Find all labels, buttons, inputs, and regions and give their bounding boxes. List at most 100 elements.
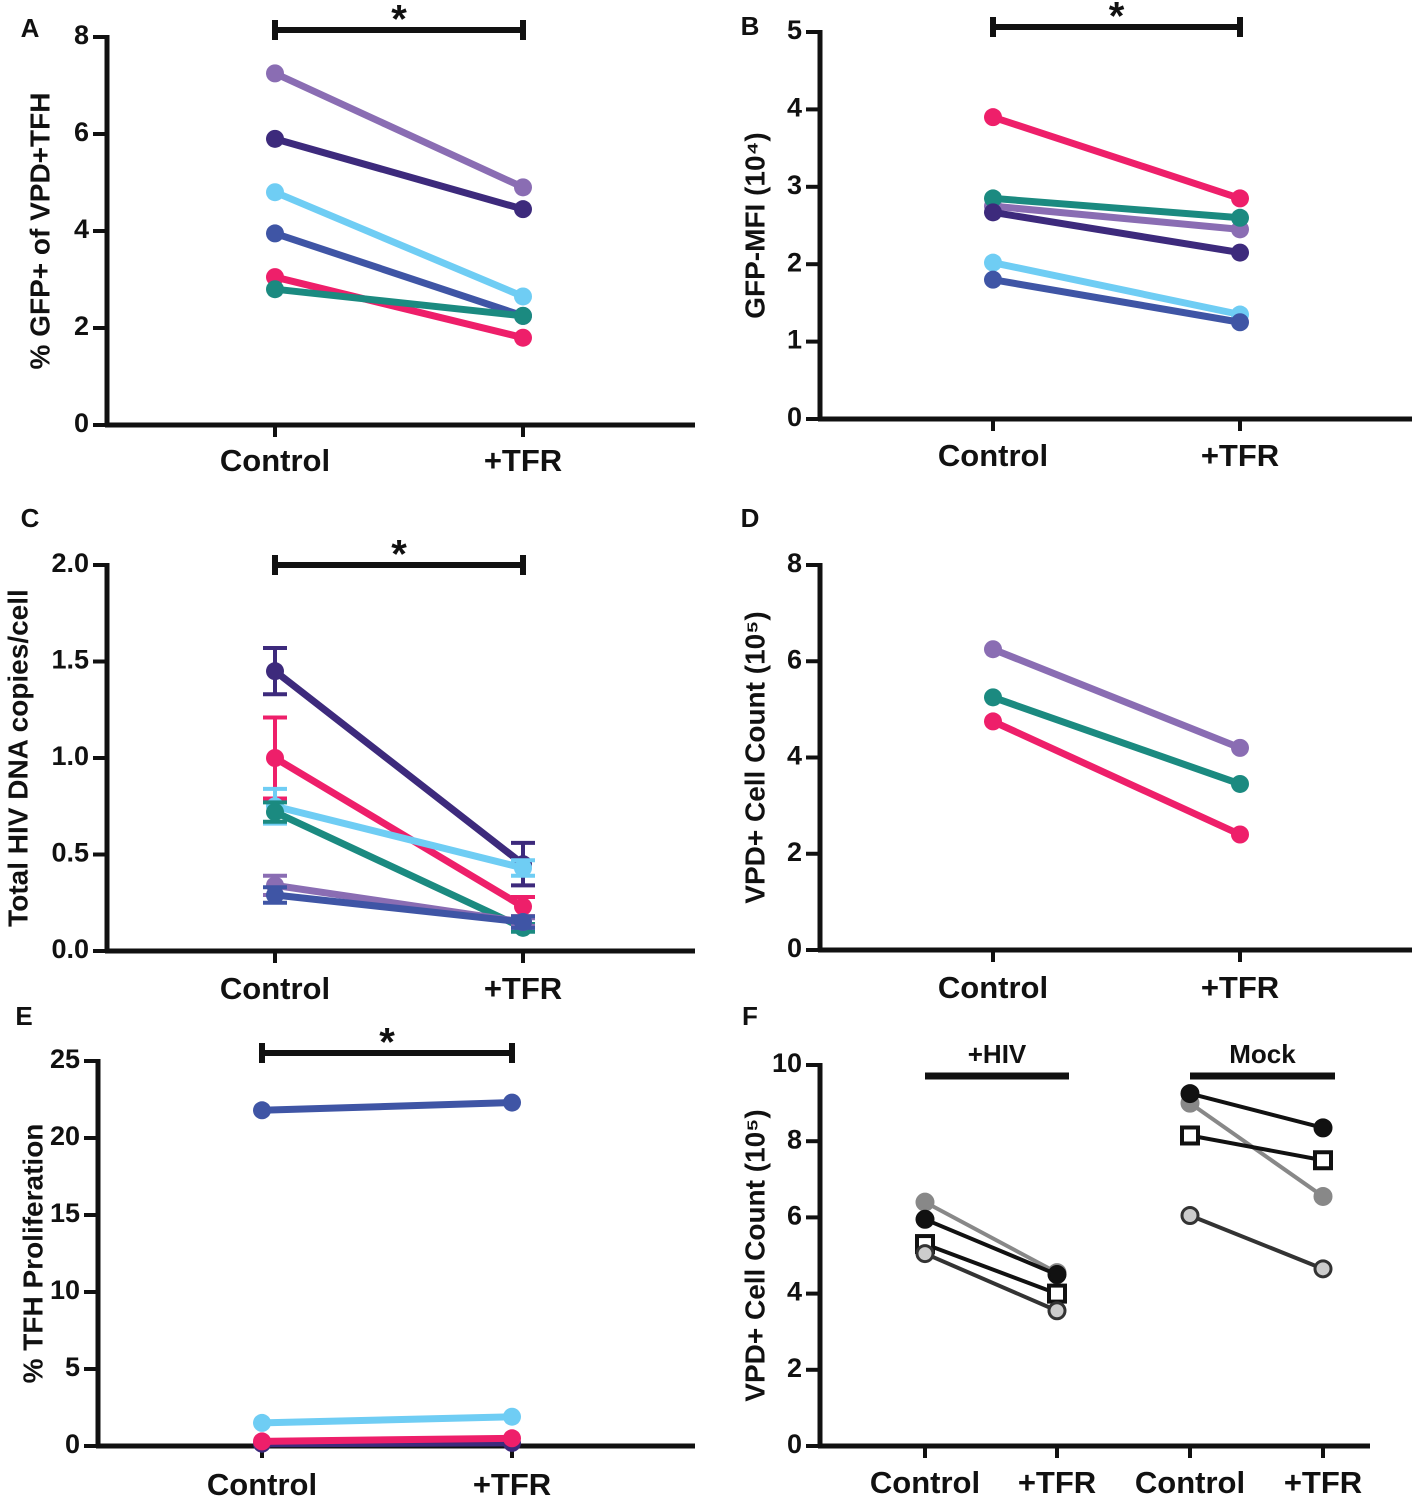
series-line — [1188, 1213, 1325, 1271]
marker — [514, 859, 532, 878]
panel-letter: E — [15, 1001, 32, 1031]
y-tick-label: 6 — [787, 644, 802, 674]
significance-star: * — [1109, 0, 1125, 39]
series-line — [989, 276, 1244, 326]
series-line — [271, 667, 527, 868]
x-tick-label: Control — [1135, 1465, 1245, 1499]
significance-bar — [272, 555, 526, 575]
significance-star: * — [379, 1021, 395, 1065]
x-tick-label: +TFR — [1284, 1465, 1362, 1499]
series-line — [923, 1217, 1059, 1277]
y-tick-label: 5 — [65, 1352, 80, 1382]
marker — [514, 287, 532, 306]
y-tick-label: 5 — [787, 15, 802, 45]
marker — [1231, 189, 1249, 208]
y-tick-label: 0 — [65, 1429, 80, 1459]
y-tick-label: 1 — [787, 325, 802, 355]
y-tick-label: 0.0 — [51, 934, 89, 964]
marker — [915, 1209, 935, 1229]
series-line — [923, 1242, 1059, 1296]
y-tick-label: 0 — [74, 408, 89, 438]
series-line — [271, 808, 527, 932]
series-line — [258, 1434, 516, 1445]
y-tick-label: 2.0 — [51, 548, 89, 578]
series-line — [258, 1413, 516, 1427]
marker — [514, 913, 532, 932]
marker — [915, 1192, 935, 1212]
y-tick-label: 2 — [787, 1353, 802, 1383]
series-line — [989, 645, 1244, 752]
x-tick-label: +TFR — [1201, 970, 1279, 1005]
y-tick-label: 8 — [74, 20, 89, 50]
marker — [1313, 1186, 1333, 1206]
marker — [503, 1407, 521, 1426]
marker — [266, 803, 284, 822]
marker — [514, 328, 532, 347]
marker — [503, 1093, 521, 1112]
marker — [1231, 313, 1249, 332]
marker — [1047, 1265, 1067, 1285]
y-tick-label: 20 — [50, 1121, 80, 1151]
y-axis-label: % TFH Proliferation — [17, 1124, 48, 1384]
x-tick-label: Control — [207, 1467, 317, 1499]
panel-letter: F — [742, 1001, 758, 1031]
x-tick-label: Control — [220, 443, 330, 478]
panel-letter: D — [741, 503, 760, 533]
y-tick-label: 6 — [787, 1201, 802, 1231]
x-tick-label: +TFR — [1018, 1465, 1096, 1499]
marker — [1231, 825, 1249, 844]
x-tick-label: Control — [938, 438, 1048, 473]
y-tick-label: 2 — [787, 837, 802, 867]
marker — [253, 1413, 271, 1432]
marker — [984, 108, 1002, 127]
x-tick-label: Control — [220, 971, 330, 1006]
y-tick-label: 2 — [74, 311, 89, 341]
marker — [514, 200, 532, 219]
marker — [1313, 1259, 1333, 1279]
series-line — [989, 208, 1244, 257]
marker — [984, 203, 1002, 222]
marker — [266, 64, 284, 83]
marker — [266, 183, 284, 202]
y-tick-label: 1.0 — [51, 741, 89, 771]
y-tick-label: 8 — [787, 548, 802, 578]
significance-bar — [259, 1043, 515, 1063]
y-tick-label: 15 — [50, 1198, 80, 1228]
marker — [984, 189, 1002, 208]
significance-star: * — [391, 533, 407, 577]
significance-star: * — [391, 0, 407, 42]
marker — [266, 129, 284, 148]
series-line — [989, 194, 1244, 222]
marker — [984, 712, 1002, 731]
y-tick-label: 0 — [787, 933, 802, 963]
marker — [266, 886, 284, 905]
significance-bar — [272, 20, 526, 40]
marker — [1180, 1205, 1200, 1225]
x-tick-label: +TFR — [473, 1467, 551, 1499]
series-line — [271, 285, 527, 320]
panel-letter: B — [741, 11, 760, 41]
y-tick-label: 4 — [787, 741, 802, 771]
x-tick-label: Control — [938, 970, 1048, 1005]
series-line — [989, 693, 1244, 788]
marker — [1313, 1150, 1333, 1171]
marker — [503, 1429, 521, 1448]
series-line — [271, 891, 527, 926]
x-tick-label: Control — [870, 1465, 980, 1499]
series-line — [989, 717, 1244, 838]
marker — [266, 749, 284, 767]
y-axis-label: Total HIV DNA copies/cell — [2, 589, 33, 927]
y-tick-label: 0 — [787, 402, 802, 432]
y-tick-label: 10 — [772, 1048, 802, 1078]
series-line — [271, 188, 527, 300]
y-axis-label: % GFP+ of VPD+TFH — [24, 93, 55, 370]
marker — [915, 1244, 935, 1264]
marker — [984, 270, 1002, 289]
marker — [1231, 774, 1249, 793]
y-tick-label: 8 — [787, 1124, 802, 1154]
panel-letter: C — [21, 503, 40, 533]
series-line — [1188, 1091, 1325, 1130]
marker — [266, 662, 284, 681]
group-label: +HIV — [968, 1039, 1027, 1069]
series-line — [989, 113, 1244, 202]
